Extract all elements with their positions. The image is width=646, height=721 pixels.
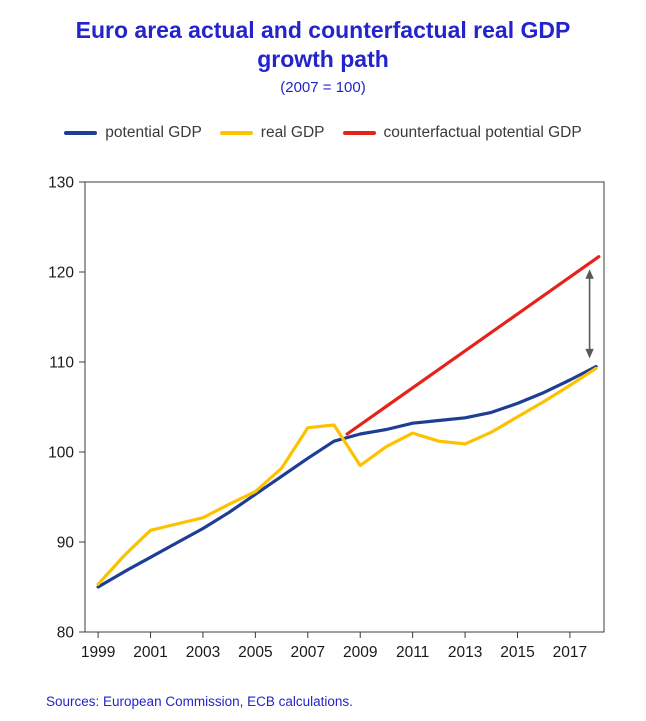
- legend-item-real-GDP: real GDP: [219, 123, 325, 142]
- gap-arrow-head-up-icon: [585, 269, 594, 279]
- gdp-chart: 80 90 100 110 120 130 1999 2001 2003 2005 2007 2009…: [48, 174, 605, 661]
- legend-item-potential-GDP: potential GDP: [64, 124, 202, 142]
- y-tick-label: 90: [57, 534, 75, 551]
- x-tick-label: 2015: [500, 644, 534, 661]
- legend-label-real-GDP: real GDP: [260, 123, 325, 141]
- legend-line-swatch-real-GDP: [219, 130, 253, 135]
- legend-item-counterfactual-potential-GDP: counterfactual potential GDP: [342, 123, 582, 142]
- y-tick-label: 130: [48, 174, 74, 191]
- legend-line-swatch-counterfactual-potential-GDP: [342, 130, 376, 135]
- x-tick-label: 2011: [396, 644, 429, 661]
- x-tick-label: 2005: [238, 644, 272, 661]
- series-line-real-GDP: [96, 366, 598, 586]
- x-tick-label: 2003: [186, 644, 220, 661]
- x-tick-label: 2017: [553, 644, 587, 661]
- page-title: Euro area actual and counterfactual real…: [75, 17, 571, 73]
- chart-subtitle: (2007 = 100): [280, 78, 366, 96]
- x-tick-label: 2009: [343, 644, 377, 661]
- legend: potential GDP real GDP counterfactual pote…: [0, 122, 646, 144]
- gap-arrow-head-down-icon: [585, 348, 594, 359]
- series-line-counterfactual-potential-GDP: [345, 254, 601, 436]
- y-tick-label: 80: [57, 624, 75, 641]
- plot-frame: [84, 181, 605, 633]
- legend-label-potential-GDP: potential GDP: [105, 123, 202, 141]
- y-tick-label: 120: [48, 264, 74, 281]
- x-tick-label: 1999: [81, 644, 115, 661]
- source-note: Sources: European Commission, ECB calcul…: [46, 694, 353, 709]
- legend-line-swatch-potential-GDP: [64, 130, 98, 135]
- x-tick-label: 2001: [133, 644, 167, 661]
- x-tick-label: 2007: [291, 644, 325, 661]
- y-tick-label: 100: [48, 444, 74, 461]
- y-tick-label: 110: [49, 354, 74, 371]
- x-tick-label: 2013: [448, 644, 482, 661]
- legend-label-counterfactual-potential-GDP: counterfactual potential GDP: [383, 123, 582, 141]
- series-line-potential-GDP: [96, 364, 598, 589]
